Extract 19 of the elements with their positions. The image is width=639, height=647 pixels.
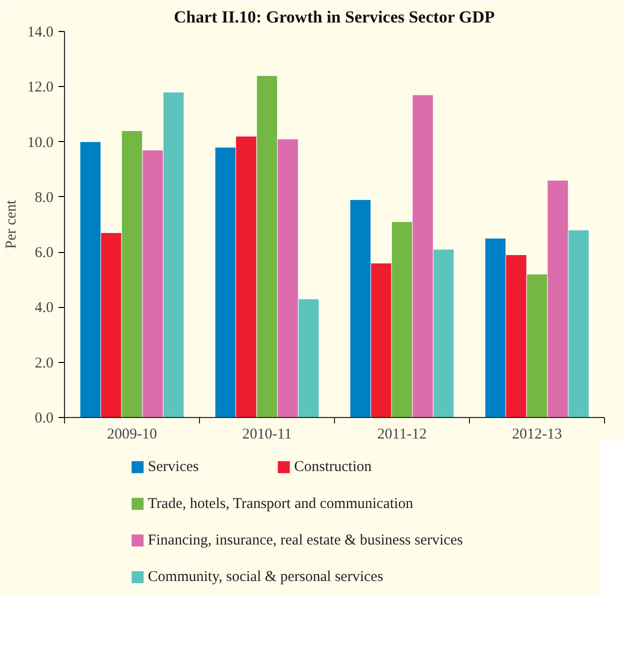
- legend-label: Financing, insurance, real estate & business services: [148, 532, 463, 548]
- x-tick-label: 2010-11: [242, 426, 292, 442]
- y-tick-label: 4.0: [34, 300, 54, 316]
- y-tick-label: 10.0: [27, 134, 54, 151]
- x-tick-label: 2011-12: [377, 426, 427, 442]
- y-tick-label: 12.0: [27, 80, 54, 96]
- chart-title: Chart II.10: Growth in Services Sector GDP: [174, 8, 495, 26]
- y-tick-label: 6.0: [34, 245, 54, 262]
- x-tick-label: 2012-13: [512, 426, 562, 442]
- legend-label: Services: [148, 459, 199, 476]
- y-axis-title: Per cent: [3, 199, 20, 249]
- legend-label: Community, social & personal services: [148, 569, 384, 586]
- y-tick-label: 0.0: [34, 410, 54, 426]
- legend-label: Construction: [294, 459, 372, 476]
- y-tick-label: 8.0: [34, 190, 54, 206]
- y-tick-label: 2.0: [34, 355, 54, 372]
- y-tick-label: 14.0: [27, 24, 54, 40]
- x-tick-label: 2009-10: [107, 426, 157, 442]
- legend-label: Trade, hotels, Transport and communication: [148, 496, 414, 512]
